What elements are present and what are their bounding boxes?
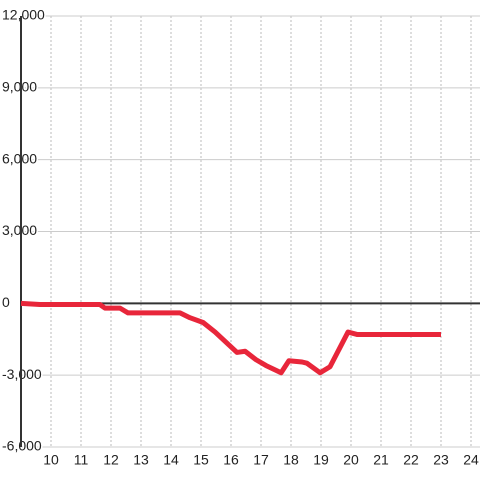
x-tick-label: 10 xyxy=(43,452,59,468)
y-tick-label: 3,000 xyxy=(2,222,37,238)
y-tick-label: 9,000 xyxy=(2,79,37,95)
x-tick-label: 14 xyxy=(163,452,179,468)
x-tick-label: 15 xyxy=(193,452,209,468)
x-tick-label: 16 xyxy=(223,452,239,468)
data-line xyxy=(20,300,441,376)
x-tick-label: 11 xyxy=(74,452,89,468)
x-tick-label: 24 xyxy=(463,452,479,468)
x-tick-label: 12 xyxy=(103,452,119,468)
y-tick-label: 0 xyxy=(2,294,10,310)
x-tick-label: 18 xyxy=(283,452,299,468)
x-tick-label: 13 xyxy=(133,452,149,468)
x-tick-label: 22 xyxy=(403,452,419,468)
y-tick-label: 12,000 xyxy=(2,7,45,23)
x-tick-label: 21 xyxy=(373,452,389,468)
y-tick-label: 6,000 xyxy=(2,150,37,166)
x-tick-label: 19 xyxy=(313,452,329,468)
x-tick-label: 17 xyxy=(253,452,269,468)
x-tick-label: 23 xyxy=(433,452,449,468)
x-tick-label: 20 xyxy=(343,452,359,468)
